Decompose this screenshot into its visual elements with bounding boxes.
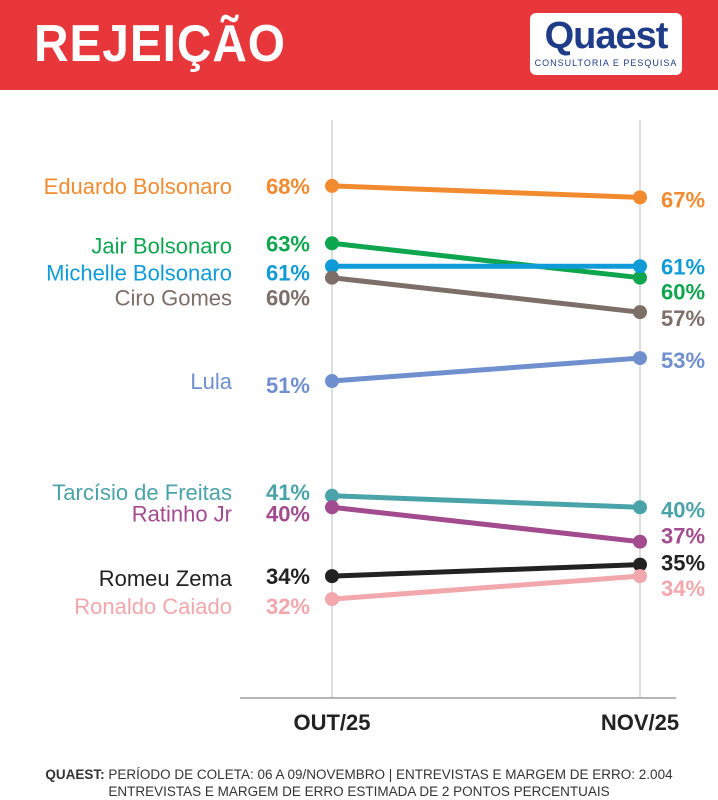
series-line-lula [329, 355, 643, 384]
value-label-ratinho-jr-nov: 37% [661, 524, 705, 549]
point-ratinho-jr-out [325, 500, 339, 515]
value-label-eduardo-bolsonaro-out: 68% [266, 174, 310, 199]
point-romeu-zema-nov [633, 557, 647, 572]
value-label-jair-bolsonaro-out: 63% [266, 231, 310, 256]
point-jair-bolsonaro-nov [633, 270, 647, 285]
logo-name: Quaest [544, 15, 669, 57]
value-label-romeu-zema-out: 34% [266, 564, 310, 589]
point-tarcisio-de-freitas-nov [633, 500, 647, 515]
point-ciro-gomes-nov [633, 305, 647, 320]
point-michelle-bolsonaro-nov [633, 259, 647, 274]
point-michelle-bolsonaro-out [325, 259, 339, 274]
value-label-michelle-bolsonaro-out: 61% [266, 260, 310, 285]
point-jair-bolsonaro-out [325, 236, 339, 251]
series-line-eduardo-bolsonaro [329, 183, 643, 200]
series-line-jair-bolsonaro [329, 240, 643, 281]
point-eduardo-bolsonaro-nov [633, 190, 647, 205]
footer-note: QUAEST: PERÍODO DE COLETA: 06 A 09/NOVEM… [0, 766, 718, 800]
value-label-ciro-gomes-out: 60% [266, 286, 310, 311]
chart-axes: OUT/25 NOV/25 [240, 120, 679, 735]
series-line-ciro-gomes [329, 275, 643, 315]
point-romeu-zema-out [325, 569, 339, 584]
rejection-line-chart: OUT/25 NOV/25 Eduardo Bolsonaro 68% 67% Jair… [44, 120, 705, 735]
logo-subtitle: CONSULTORIA E PESQUISA [534, 58, 678, 68]
series-name-ronaldo-caiado: Ronaldo Caiado [74, 594, 232, 619]
footer-source: QUAEST: [45, 767, 105, 782]
x-tick-label: OUT/25 [293, 710, 370, 735]
series-name-ciro-gomes: Ciro Gomes [115, 286, 232, 311]
value-label-ronaldo-caiado-nov: 34% [661, 576, 705, 601]
series-line-ronaldo-caiado [329, 573, 643, 602]
value-label-tarcisio-de-freitas-nov: 40% [661, 497, 705, 522]
point-ronaldo-caiado-out [325, 592, 339, 607]
point-lula-out [325, 374, 339, 389]
point-eduardo-bolsonaro-out [325, 178, 339, 193]
value-label-romeu-zema-nov: 35% [661, 551, 705, 576]
series-name-jair-bolsonaro: Jair Bolsonaro [91, 233, 232, 258]
series-line-romeu-zema [329, 562, 643, 579]
quaest-logo: Quaest CONSULTORIA E PESQUISA [530, 13, 682, 75]
point-lula-nov [633, 351, 647, 366]
page-title: REJEIÇÃO [34, 15, 286, 73]
value-label-ratinho-jr-out: 40% [266, 501, 310, 526]
chart-labels: Eduardo Bolsonaro 68% 67% Jair Bolsonaro 63%… [44, 174, 705, 619]
footer-text: PERÍODO DE COLETA: 06 A 09/NOVEMBRO | EN… [108, 767, 673, 799]
value-label-ciro-gomes-nov: 57% [661, 306, 705, 331]
series-name-eduardo-bolsonaro: Eduardo Bolsonaro [44, 174, 232, 199]
value-label-lula-out: 51% [266, 373, 310, 398]
value-label-michelle-bolsonaro-nov: 61% [661, 254, 705, 279]
chart-series-lines [325, 178, 647, 607]
point-ratinho-jr-nov [633, 534, 647, 549]
header-banner: REJEIÇÃO Quaest CONSULTORIA E PESQUISA [0, 0, 718, 90]
series-name-ratinho-jr: Ratinho Jr [132, 501, 232, 526]
value-label-ronaldo-caiado-out: 32% [266, 594, 310, 619]
value-label-lula-nov: 53% [661, 348, 705, 373]
series-name-romeu-zema: Romeu Zema [99, 566, 233, 591]
series-name-lula: Lula [190, 369, 232, 394]
value-label-jair-bolsonaro-nov: 60% [661, 280, 705, 305]
point-ciro-gomes-out [325, 270, 339, 285]
series-line-ratinho-jr [329, 504, 643, 545]
value-label-tarcisio-de-freitas-out: 41% [266, 480, 310, 505]
point-ronaldo-caiado-nov [633, 569, 647, 584]
value-label-eduardo-bolsonaro-nov: 67% [661, 187, 705, 212]
series-name-michelle-bolsonaro: Michelle Bolsonaro [46, 260, 232, 285]
series-name-tarcisio-de-freitas: Tarcísio de Freitas [52, 480, 232, 505]
series-line-tarcisio-de-freitas [329, 493, 643, 510]
point-tarcisio-de-freitas-out [325, 488, 339, 503]
x-tick-label: NOV/25 [601, 710, 679, 735]
